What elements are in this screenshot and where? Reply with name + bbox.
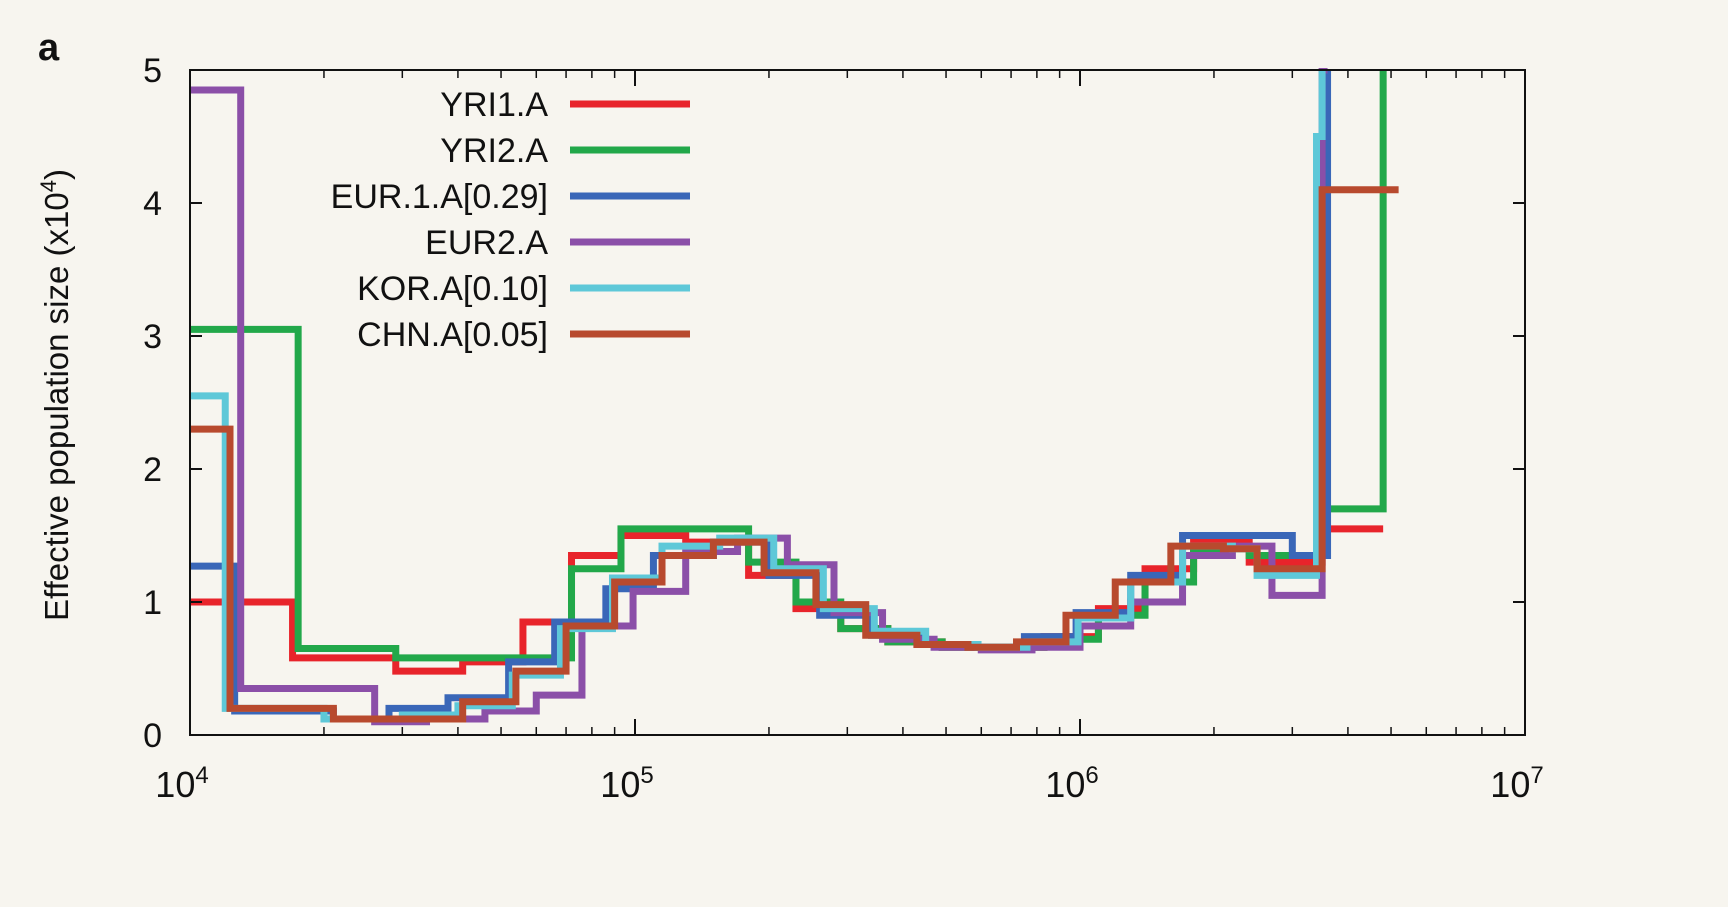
y-tick-label-5: 5 — [143, 52, 162, 90]
series-line-5 — [190, 70, 1326, 723]
svg-text:Effective population size (x10: Effective population size (x104) — [36, 169, 75, 621]
y-tick-label-2: 2 — [143, 451, 162, 489]
x-tick-label-2: 106 — [1045, 762, 1098, 805]
y-axis-label-close: ) — [38, 169, 75, 180]
legend-label-6: CHN.A[0.05] — [357, 316, 548, 354]
y-tick-label-1: 1 — [143, 584, 162, 622]
legend-label-1: YRI1.A — [440, 86, 548, 124]
series-line-1 — [190, 525, 1384, 675]
y-tick-label-4: 4 — [143, 185, 162, 223]
legend-label-3: EUR.1.A[0.29] — [331, 178, 548, 216]
y-axis-label-exp: 4 — [36, 180, 61, 192]
legend-label-5: KOR.A[0.10] — [357, 270, 548, 308]
x-tick-label-3: 107 — [1490, 762, 1543, 805]
series-line-4 — [190, 68, 1328, 726]
y-tick-label-3: 3 — [143, 318, 162, 356]
y-tick-label-0: 0 — [143, 717, 162, 755]
legend-label-2: YRI2.A — [440, 132, 548, 170]
x-tick-label-0: 104 — [155, 762, 208, 805]
plot-frame — [189, 69, 1526, 736]
plot-area: 0 1 2 3 4 5 104 105 106 107 YRI1.A YRI2.A EUR.1.A[0.… — [143, 52, 1544, 805]
panel-label: a — [38, 27, 60, 69]
series-line-3 — [190, 70, 1332, 723]
y-axis-label: Effective population size (x104) — [36, 169, 75, 621]
y-axis-label-main: Effective population size (x10 — [38, 192, 75, 621]
legend-label-4: EUR2.A — [425, 224, 548, 262]
series-line-6 — [190, 186, 1399, 723]
x-tick-label-1: 105 — [600, 762, 653, 805]
